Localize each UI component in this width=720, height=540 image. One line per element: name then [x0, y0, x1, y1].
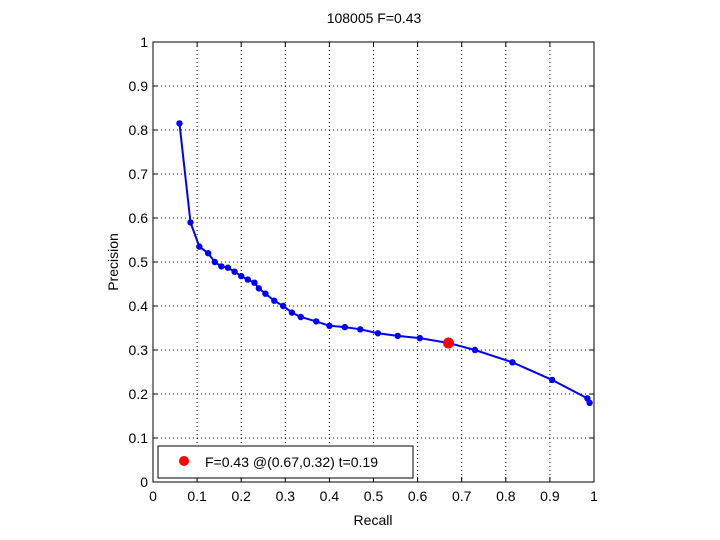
data-point-0-0 — [176, 120, 183, 127]
data-point-0-15 — [288, 309, 296, 316]
data-point-0-22 — [394, 332, 401, 340]
x-axis-label: Recall — [354, 512, 393, 528]
y-tick-label-6: 0.6 — [129, 210, 149, 226]
data-point-0-4 — [211, 258, 218, 266]
x-tick-label-0: 0 — [149, 488, 157, 504]
y-tick-label-4: 0.4 — [129, 298, 149, 314]
legend-marker — [179, 456, 189, 466]
x-tick-label-6: 0.6 — [408, 488, 428, 504]
x-tick-label-7: 0.7 — [452, 488, 472, 504]
best-f-point — [442, 337, 454, 349]
y-tick-label-0: 0 — [140, 474, 148, 490]
y-tick-label-7: 0.7 — [129, 166, 149, 182]
x-tick-labels: 0 0.1 0.2 0.3 0.4 0.5 0.6 0.7 0.8 0.9 1 — [149, 488, 598, 504]
chart-title: 108005 F=0.43 — [327, 10, 422, 26]
y-tick-label-8: 0.8 — [129, 122, 149, 138]
data-point-0-8 — [238, 272, 245, 280]
optimal-point — [442, 337, 454, 349]
data-point-0-16 — [297, 313, 304, 321]
data-point-0-29 — [586, 399, 593, 406]
y-tick-label-10: 1 — [140, 34, 148, 50]
axis-ticks — [152, 41, 595, 483]
data-point-0-25 — [471, 346, 479, 354]
series-precision-recall — [176, 120, 593, 406]
data-point-0-6 — [224, 264, 232, 271]
data-point-0-10 — [251, 279, 258, 286]
x-tick-label-5: 0.5 — [364, 488, 384, 504]
legend-box — [157, 445, 414, 479]
x-tick-label-2: 0.2 — [231, 488, 251, 504]
legend: F=0.43 @(0.67,0.32) t=0.19 — [157, 445, 414, 479]
y-tick-label-1: 0.1 — [129, 430, 149, 446]
legend-entry-label: F=0.43 @(0.67,0.32) t=0.19 — [205, 454, 378, 470]
data-point-0-3 — [204, 250, 212, 257]
data-point-0-14 — [279, 302, 287, 310]
grid-lines — [153, 42, 594, 482]
data-point-0-11 — [255, 285, 263, 292]
data-point-0-12 — [262, 290, 269, 297]
x-tick-label-3: 0.3 — [276, 488, 296, 504]
data-point-0-2 — [196, 243, 203, 250]
data-point-0-9 — [244, 276, 252, 283]
x-tick-label-8: 0.8 — [496, 488, 516, 504]
y-tick-label-3: 0.3 — [129, 342, 149, 358]
data-point-0-26 — [509, 359, 516, 366]
data-point-0-7 — [231, 268, 238, 275]
data-point-0-1 — [187, 219, 194, 226]
data-point-0-21 — [374, 330, 382, 337]
x-tick-label-1: 0.1 — [187, 488, 207, 504]
data-point-0-20 — [357, 326, 364, 333]
x-tick-label-10: 1 — [590, 488, 598, 504]
data-point-0-13 — [271, 297, 278, 304]
y-tick-label-9: 0.9 — [129, 78, 149, 94]
data-point-0-5 — [218, 263, 225, 270]
data-point-0-18 — [326, 322, 333, 329]
data-point-0-17 — [312, 318, 320, 325]
data-point-0-23 — [416, 334, 424, 342]
y-axis-label: Precision — [105, 233, 121, 291]
data-point-0-19 — [341, 323, 349, 331]
y-tick-label-5: 0.5 — [129, 254, 149, 270]
y-tick-labels: 0 0.1 0.2 0.3 0.4 0.5 0.6 0.7 0.8 0.9 1 — [129, 34, 149, 490]
y-tick-label-2: 0.2 — [129, 386, 149, 402]
x-tick-label-9: 0.9 — [540, 488, 560, 504]
data-point-0-27 — [548, 376, 556, 384]
x-tick-label-4: 0.4 — [320, 488, 340, 504]
